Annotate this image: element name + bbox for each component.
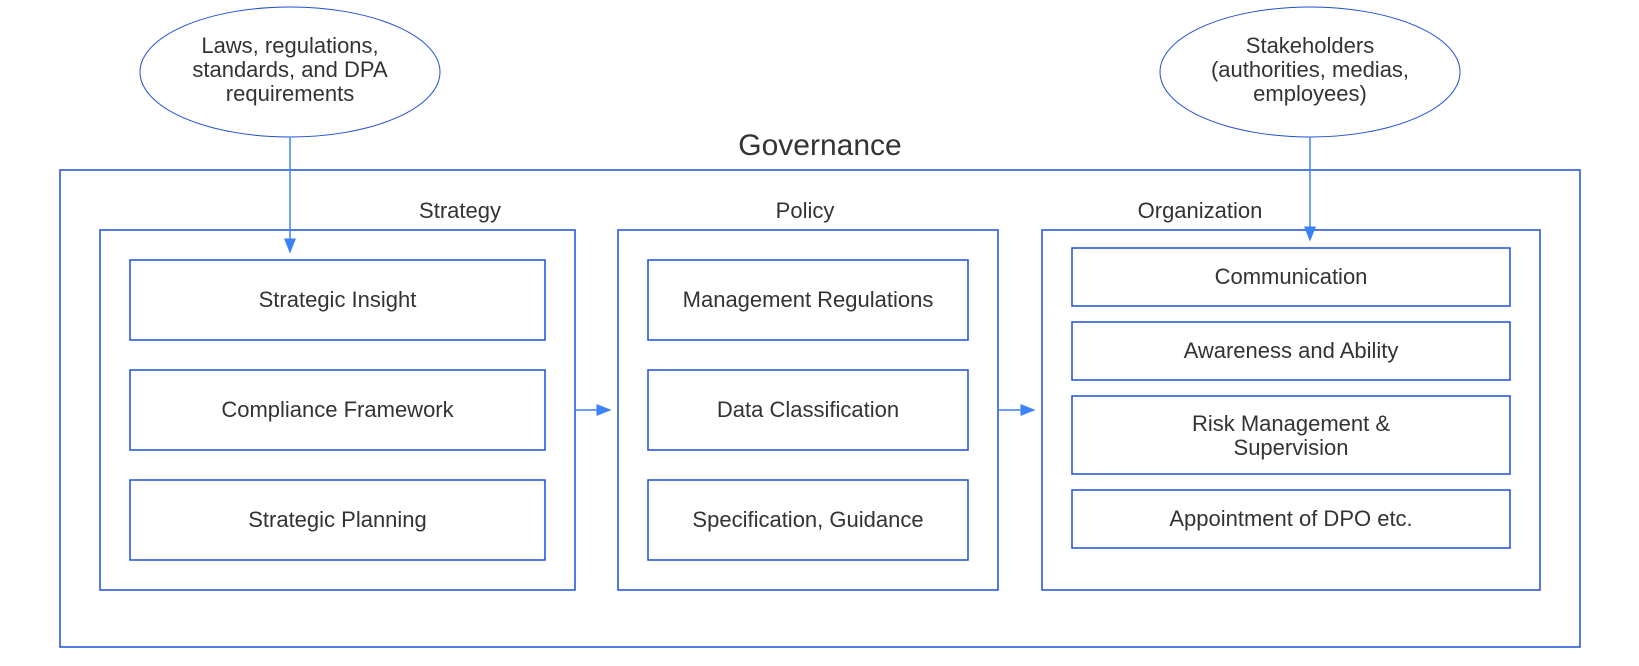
item-strategy-0-label: Strategic Insight — [259, 287, 417, 312]
item-policy-2-label: Specification, Guidance — [692, 507, 923, 532]
item-strategy-1-label: Compliance Framework — [221, 397, 454, 422]
pillar-policy-title: Policy — [776, 198, 835, 223]
item-policy-1-label: Data Classification — [717, 397, 899, 422]
pillar-organization-title: Organization — [1138, 198, 1263, 223]
governance-title: Governance — [738, 129, 901, 162]
governance-diagram: Governance Strategy Strategic Insight Compl… — [0, 0, 1639, 666]
item-strategy-2-label: Strategic Planning — [248, 507, 427, 532]
item-organization-1-label: Awareness and Ability — [1184, 338, 1399, 363]
item-organization-0-label: Communication — [1215, 264, 1368, 289]
item-policy-0-label: Management Regulations — [683, 287, 934, 312]
item-organization-3-label: Appointment of DPO etc. — [1169, 506, 1412, 531]
pillar-strategy-title: Strategy — [419, 198, 501, 223]
